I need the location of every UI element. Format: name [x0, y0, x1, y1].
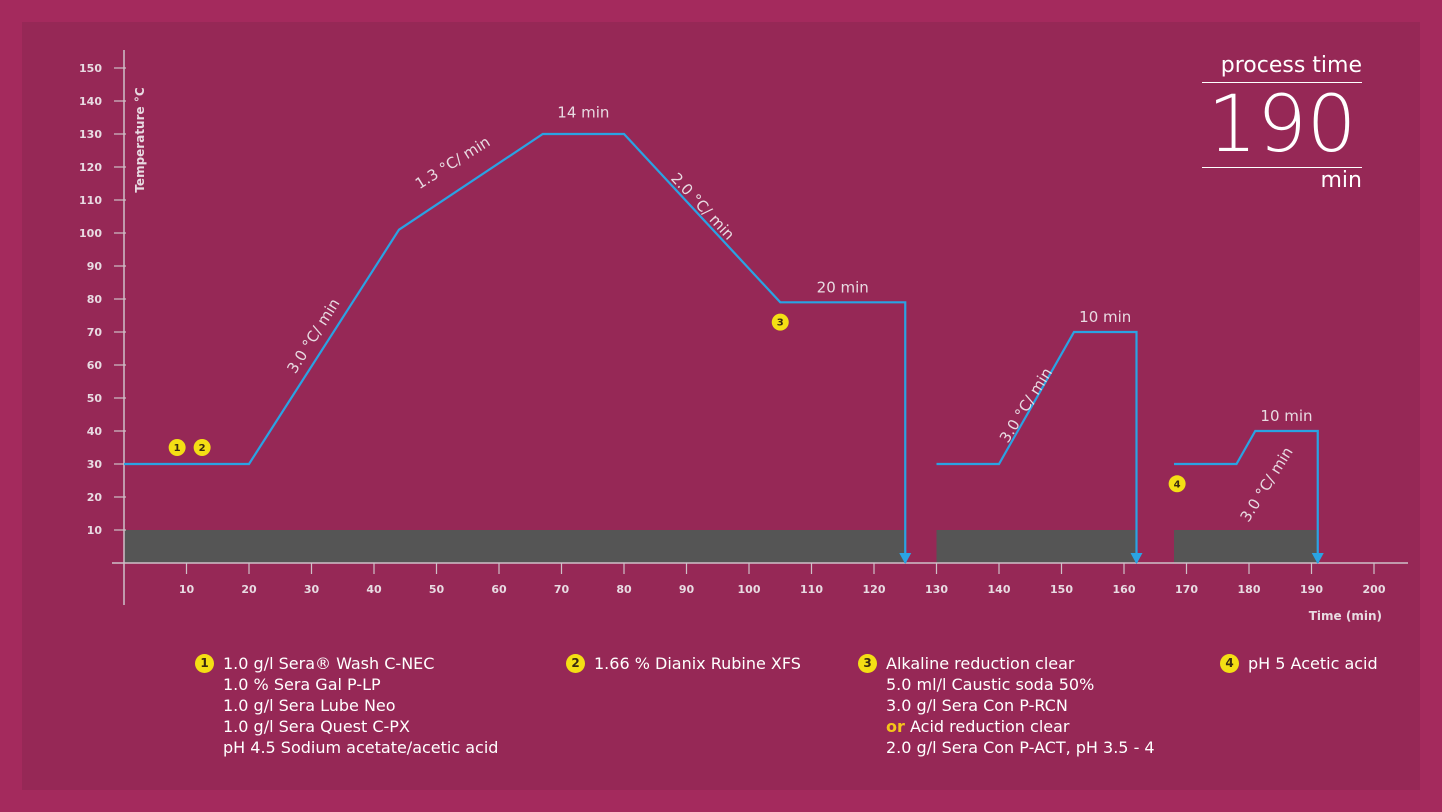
- slope-annotation-6: 10 min: [1079, 308, 1131, 326]
- y-tick-label: 10: [87, 524, 103, 537]
- x-tick-label: 180: [1238, 583, 1261, 596]
- or-keyword: or: [886, 717, 905, 736]
- x-tick-label: 60: [491, 583, 507, 596]
- legend-item-4: 4 pH 5 Acetic acid: [1220, 653, 1378, 674]
- step-badge-4: 4: [1220, 654, 1239, 673]
- step-marker-1: [168, 439, 186, 456]
- legend-line: 1.0 g/l Sera Quest C-PX: [223, 717, 410, 736]
- step-badge-2: 2: [566, 654, 585, 673]
- y-tick-label: 140: [79, 95, 102, 108]
- or-rest: Acid reduction clear: [904, 717, 1070, 736]
- process-time-unit: min: [1320, 168, 1363, 193]
- legend-line: 1.0 g/l Sera Lube Neo: [223, 696, 396, 715]
- x-tick-label: 50: [429, 583, 445, 596]
- x-tick-label: 110: [800, 583, 823, 596]
- x-tick-label: 200: [1363, 583, 1386, 596]
- x-tick-label: 130: [925, 583, 948, 596]
- slope-annotation-5: 20 min: [817, 278, 869, 296]
- x-tick-label: 190: [1300, 583, 1323, 596]
- legend-item-3: 3 Alkaline reduction clear 5.0 ml/l Caus…: [858, 653, 1155, 758]
- step-badge-1: 1: [195, 654, 214, 673]
- step-marker-3: [771, 313, 789, 331]
- step-marker-label-4: 4: [1174, 479, 1181, 490]
- x-tick-label: 10: [179, 583, 195, 596]
- chart-panel: 10 20 30 40 50 60 70 80 90 100 110 120 130 140 150 10 20…: [22, 22, 1420, 790]
- y-tick-label: 70: [87, 326, 103, 339]
- legend-line: 5.0 ml/l Caustic soda 50%: [886, 675, 1095, 694]
- slope-annotation-7: 3.0 °C/ min: [996, 365, 1056, 446]
- x-tick-label: 170: [1175, 583, 1198, 596]
- legend-line: 1.66 % Dianix Rubine XFS: [594, 654, 801, 673]
- step-marker-label-2: 2: [199, 443, 206, 454]
- series-arrow-2: [1130, 553, 1143, 564]
- step-marker-4: [1168, 475, 1186, 493]
- series-line-2: [936, 330, 1138, 563]
- series-arrow-3: [1311, 553, 1324, 564]
- series-line-3: [1174, 429, 1319, 563]
- y-tick-label: 50: [87, 392, 103, 405]
- x-axis-label: Time (min): [1309, 609, 1382, 623]
- x-tick-label: 20: [241, 583, 257, 596]
- legend-item-1: 1 1.0 g/l Sera® Wash C-NEC 1.0 % Sera Ga…: [195, 653, 499, 758]
- bath-bar-1: [124, 530, 906, 563]
- step-badge-3: 3: [858, 654, 877, 673]
- x-tick-label: 150: [1050, 583, 1073, 596]
- x-tick-label: 70: [554, 583, 570, 596]
- series-arrow-1: [899, 553, 912, 564]
- x-tick-label: 140: [988, 583, 1011, 596]
- legend-line: 1.0 g/l Sera® Wash C-NEC: [223, 654, 435, 673]
- y-tick-label: 130: [79, 128, 102, 141]
- process-time-box: process time 190 min: [1202, 52, 1362, 194]
- legend-line: pH 5 Acetic acid: [1248, 654, 1378, 673]
- legend-item-2: 2 1.66 % Dianix Rubine XFS: [566, 653, 801, 674]
- x-tick-label: 160: [1113, 583, 1136, 596]
- legend-line: 1.0 % Sera Gal P-LP: [223, 675, 381, 694]
- y-tick-label: 40: [87, 425, 103, 438]
- x-tick-label: 100: [738, 583, 761, 596]
- y-tick-label: 110: [79, 194, 102, 207]
- y-tick-label: 100: [79, 227, 102, 240]
- legend-line: or Acid reduction clear: [886, 716, 1155, 737]
- y-tick-label: 90: [87, 260, 103, 273]
- series-line-1: [124, 132, 907, 563]
- y-tick-label: 120: [79, 161, 102, 174]
- step-marker-2: [193, 439, 211, 456]
- y-tick-label: 80: [87, 293, 103, 306]
- slope-annotation-3: 14 min: [557, 104, 609, 122]
- legend-line: Alkaline reduction clear: [886, 654, 1075, 673]
- process-time-value: 190: [1202, 83, 1362, 168]
- slope-annotation-4: 2.0 °C/ min: [667, 169, 738, 243]
- bath-bar-3: [1174, 530, 1318, 563]
- legend-line: 2.0 g/l Sera Con P-ACT, pH 3.5 - 4: [886, 738, 1155, 757]
- x-tick-label: 120: [863, 583, 886, 596]
- y-axis-label: Temperature °C: [133, 87, 147, 192]
- legend-line: pH 4.5 Sodium acetate/acetic acid: [223, 738, 499, 757]
- slope-annotation-8: 10 min: [1260, 407, 1312, 425]
- bath-bar-2: [936, 530, 1137, 563]
- slope-annotation-2: 1.3 °C/ min: [412, 133, 493, 193]
- x-tick-label: 80: [616, 583, 632, 596]
- legend-line: 3.0 g/l Sera Con P-RCN: [886, 696, 1068, 715]
- x-tick-label: 40: [366, 583, 382, 596]
- step-marker-label-1: 1: [174, 443, 181, 454]
- slope-annotation-9: 3.0 °C/ min: [1237, 444, 1297, 525]
- y-tick-label: 60: [87, 359, 103, 372]
- x-tick-label: 30: [304, 583, 320, 596]
- y-tick-label: 30: [87, 458, 103, 471]
- y-tick-label: 150: [79, 62, 102, 75]
- y-tick-label: 20: [87, 491, 103, 504]
- process-time-label: process time: [1202, 52, 1362, 83]
- x-tick-label: 90: [679, 583, 695, 596]
- step-marker-label-3: 3: [777, 318, 784, 329]
